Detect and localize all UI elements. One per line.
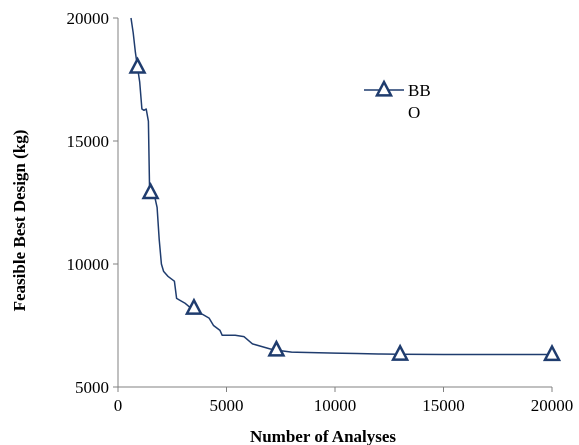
data-point-marker <box>267 339 286 357</box>
y-tick-label: 10000 <box>67 255 110 274</box>
series-layer <box>128 17 562 362</box>
data-point-marker <box>128 56 147 74</box>
y-tick-label: 5000 <box>75 378 109 397</box>
axes: 5000 10000 15000 20000 0 5000 10000 15000 20000 N… <box>10 9 573 445</box>
y-axis-title: Feasible Best Design (kg) <box>10 130 29 312</box>
series-line <box>130 17 552 356</box>
data-point-marker <box>391 343 410 361</box>
legend-marker <box>374 79 394 97</box>
x-tick-label: 5000 <box>210 396 244 415</box>
data-point-marker <box>184 297 204 315</box>
legend-label: O <box>408 103 420 122</box>
x-tick-label: 15000 <box>422 396 465 415</box>
x-tick-label: 20000 <box>531 396 574 415</box>
series-0 <box>128 17 562 362</box>
data-point-marker <box>542 343 562 362</box>
x-tick-label: 0 <box>114 396 123 415</box>
legend: BB O <box>364 79 431 122</box>
y-tick-label: 20000 <box>67 9 110 28</box>
x-axis-title: Number of Analyses <box>250 427 396 445</box>
data-point-marker <box>141 181 160 200</box>
x-tick-label: 10000 <box>314 396 357 415</box>
legend-label: BB <box>408 81 431 100</box>
y-tick-label: 15000 <box>67 132 110 151</box>
